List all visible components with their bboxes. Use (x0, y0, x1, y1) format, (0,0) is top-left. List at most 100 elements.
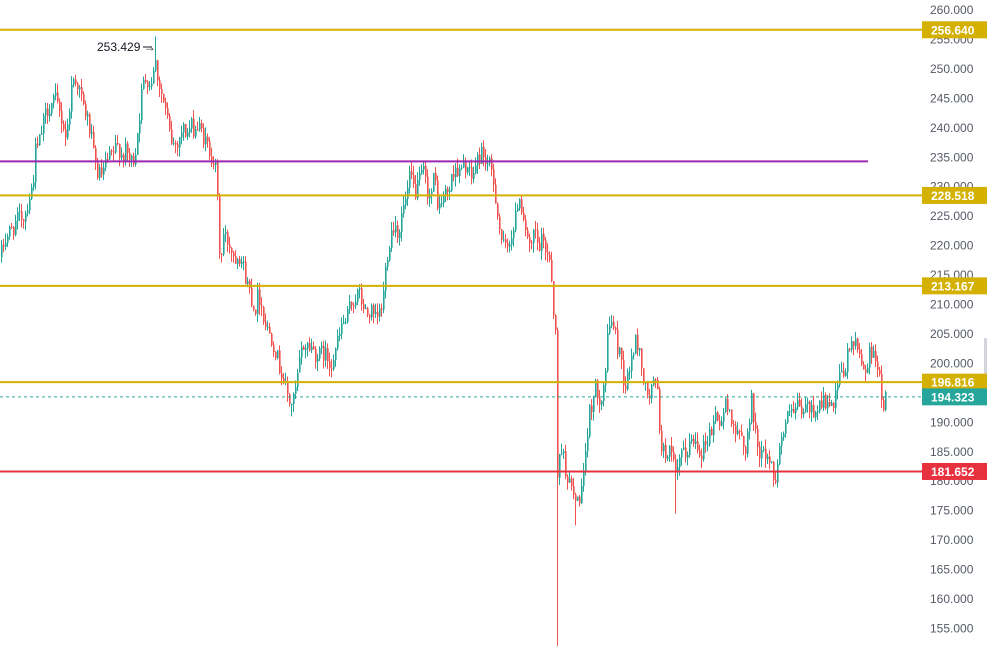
candle-body (497, 203, 499, 217)
candle (729, 409, 731, 413)
candle-body (789, 411, 791, 413)
candle (771, 461, 773, 464)
candle-body (43, 115, 45, 134)
candle-body (345, 321, 347, 323)
candle-body (395, 225, 397, 233)
candle (657, 377, 659, 390)
candle (829, 393, 831, 407)
candle-body (59, 101, 61, 112)
candle-body (715, 412, 717, 421)
candle-body (483, 146, 485, 158)
candle-body (91, 131, 93, 134)
candle-body (541, 233, 543, 251)
candle (505, 233, 507, 249)
candle-body (383, 290, 385, 310)
candle (57, 83, 59, 104)
candle-body (337, 335, 339, 349)
candle (723, 408, 725, 430)
candle (767, 453, 769, 465)
candle-body (561, 452, 563, 455)
candle (139, 113, 141, 143)
candle-body (7, 236, 9, 243)
candle (85, 100, 87, 121)
candle-body (5, 242, 7, 247)
candle (387, 256, 389, 271)
candle-body (261, 305, 263, 307)
candle (385, 262, 387, 299)
candle-body (809, 401, 811, 413)
candle (67, 118, 69, 141)
candle-body (137, 133, 139, 155)
candle-body (301, 346, 303, 358)
candle-body (293, 393, 295, 404)
candle (303, 345, 305, 351)
candle (171, 120, 173, 146)
candle (597, 378, 599, 406)
candle-body (63, 123, 65, 130)
candle-body (529, 236, 531, 243)
candle (321, 341, 323, 355)
candle-body (711, 428, 713, 436)
candle (109, 145, 111, 161)
candle-body (393, 230, 395, 233)
candle-body (373, 305, 375, 315)
candle (9, 225, 11, 240)
candle (847, 343, 849, 380)
candle (79, 85, 81, 98)
candle (447, 186, 449, 201)
candle (573, 477, 575, 500)
candle (175, 140, 177, 154)
candle-body (551, 259, 553, 282)
candle-body (883, 400, 885, 410)
candle (613, 315, 615, 331)
candle-body (785, 422, 787, 434)
price-level-badge-label: 196.816 (931, 376, 975, 390)
candle-body (415, 183, 417, 199)
candle-body (217, 160, 219, 195)
candle (475, 157, 477, 175)
candle-body (41, 133, 43, 135)
candle-body (19, 211, 21, 213)
axis-scroll-handle[interactable] (984, 338, 987, 378)
candle (17, 207, 19, 230)
candle (251, 278, 253, 308)
candle (119, 143, 121, 167)
candle (113, 145, 115, 162)
candle-body (699, 450, 701, 456)
candle (733, 419, 735, 434)
candle-body (311, 346, 313, 351)
candle (661, 424, 663, 456)
candle (467, 166, 469, 176)
candle (531, 239, 533, 250)
candle-body (229, 244, 231, 249)
candle-body (67, 124, 69, 138)
candle (793, 401, 795, 414)
candle-body (201, 122, 203, 129)
candle-body (823, 394, 825, 408)
price-tick-label: 200.000 (930, 356, 974, 370)
candle-body (343, 322, 345, 324)
candle-body (445, 188, 447, 196)
candle-body (341, 323, 343, 335)
candle (423, 161, 425, 175)
candle-body (507, 242, 509, 247)
candle (799, 392, 801, 407)
candle (673, 446, 675, 462)
candle (827, 395, 829, 414)
candle (831, 399, 833, 407)
candle (687, 451, 689, 466)
candle (187, 128, 189, 141)
candle-body (339, 334, 341, 336)
candle-body (669, 445, 671, 457)
candle (217, 159, 219, 201)
candle (537, 222, 539, 251)
candle-body (441, 203, 443, 205)
candle-body (221, 253, 223, 255)
price-axis[interactable]: 260.000255.000250.000245.000240.000235.0… (922, 0, 987, 648)
candle (315, 345, 317, 369)
candle-body (435, 172, 437, 181)
candle (263, 306, 265, 325)
candle-body (127, 143, 129, 153)
candle (235, 250, 237, 265)
